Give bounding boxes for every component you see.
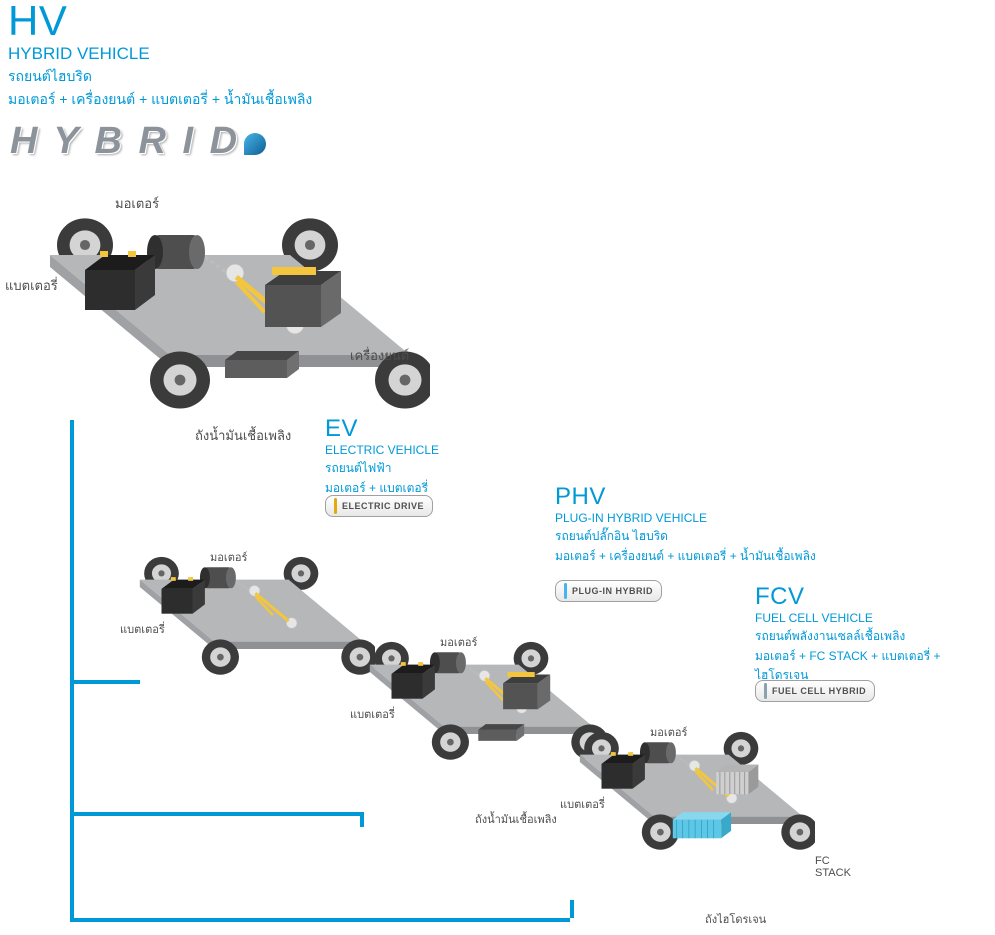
- hybrid-logo: H Y B R I D: [10, 120, 266, 163]
- label-phv-fueltank: ถังน้ำมันเชื้อเพลิง: [475, 810, 557, 828]
- badge-ev: ELECTRIC DRIVE: [325, 495, 433, 517]
- label-phv-motor: มอเตอร์: [440, 633, 477, 651]
- abbr-fcv: FCV: [755, 585, 995, 609]
- badge-text-fcv: FUEL CELL HYBRID: [772, 686, 866, 696]
- title-ev: EVELECTRIC VEHICLEรถยนต์ไฟฟ้ามอเตอร์ + แ…: [325, 417, 439, 498]
- label-ev-battery: แบตเตอรี่: [120, 620, 165, 638]
- name-en-phv: PLUG-IN HYBRID VEHICLE: [555, 511, 816, 525]
- title-fcv: FCV FUEL CELL VEHICLE รถยนต์พลังงานเซลล์เช…: [755, 585, 995, 685]
- connector-line: [70, 420, 74, 920]
- badge-text-phv: PLUG-IN HYBRID: [572, 586, 653, 596]
- connector-line: [570, 900, 574, 918]
- label-fcv-fcstack: FC STACK: [815, 855, 851, 879]
- name-en-fcv: FUEL CELL VEHICLE: [755, 611, 995, 625]
- label-hv-battery: แบตเตอรี่: [5, 275, 58, 296]
- label-fcv-motor: มอเตอร์: [650, 723, 687, 741]
- components-phv: มอเตอร์ + เครื่องยนต์ + แบตเตอรี่ + น้ำม…: [555, 547, 816, 566]
- title-phv: PHV PLUG-IN HYBRID VEHICLE รถยนต์ปลั๊กอิน …: [555, 485, 816, 566]
- abbr-hv: HV: [8, 0, 312, 42]
- badge-phv: PLUG-IN HYBRID: [555, 580, 662, 602]
- label-ev-motor: มอเตอร์: [210, 548, 247, 566]
- connector-line: [70, 918, 570, 922]
- chassis-ev: มอเตอร์แบตเตอรี่: [115, 530, 375, 715]
- connector-line: [360, 812, 364, 827]
- label-hv-fueltank: ถังน้ำมันเชื้อเพลิง: [195, 425, 291, 446]
- name-th-phv: รถยนต์ปลั๊กอิน ไฮบริด: [555, 527, 816, 546]
- title-hv: HVHYBRID VEHICLEรถยนต์ไฮบริดมอเตอร์ + เค…: [8, 0, 312, 111]
- badge-text-ev: ELECTRIC DRIVE: [342, 501, 424, 511]
- components-hv: มอเตอร์ + เครื่องยนต์ + แบตเตอรี่ + น้ำม…: [8, 89, 312, 111]
- chassis-fcv: มอเตอร์แบตเตอรี่FC STACKถังไฮโดรเจน: [555, 705, 815, 890]
- label-hv-engine: เครื่องยนต์: [350, 345, 409, 366]
- abbr-ev: EV: [325, 417, 439, 441]
- label-hv-motor: มอเตอร์: [115, 193, 159, 214]
- label-fcv-h2tank: ถังไฮโดรเจน: [705, 910, 766, 928]
- name-en-ev: ELECTRIC VEHICLE: [325, 443, 439, 457]
- name-th-hv: รถยนต์ไฮบริด: [8, 66, 312, 88]
- connector-line: [70, 812, 360, 816]
- label-fcv-battery: แบตเตอรี่: [560, 795, 605, 813]
- name-th-fcv: รถยนต์พลังงานเซลล์เชื้อเพลิง: [755, 627, 995, 646]
- name-en-hv: HYBRID VEHICLE: [8, 44, 312, 64]
- badge-fcv: FUEL CELL HYBRID: [755, 680, 875, 702]
- label-phv-battery: แบตเตอรี่: [350, 705, 395, 723]
- name-th-ev: รถยนต์ไฟฟ้า: [325, 459, 439, 478]
- abbr-phv: PHV: [555, 485, 816, 509]
